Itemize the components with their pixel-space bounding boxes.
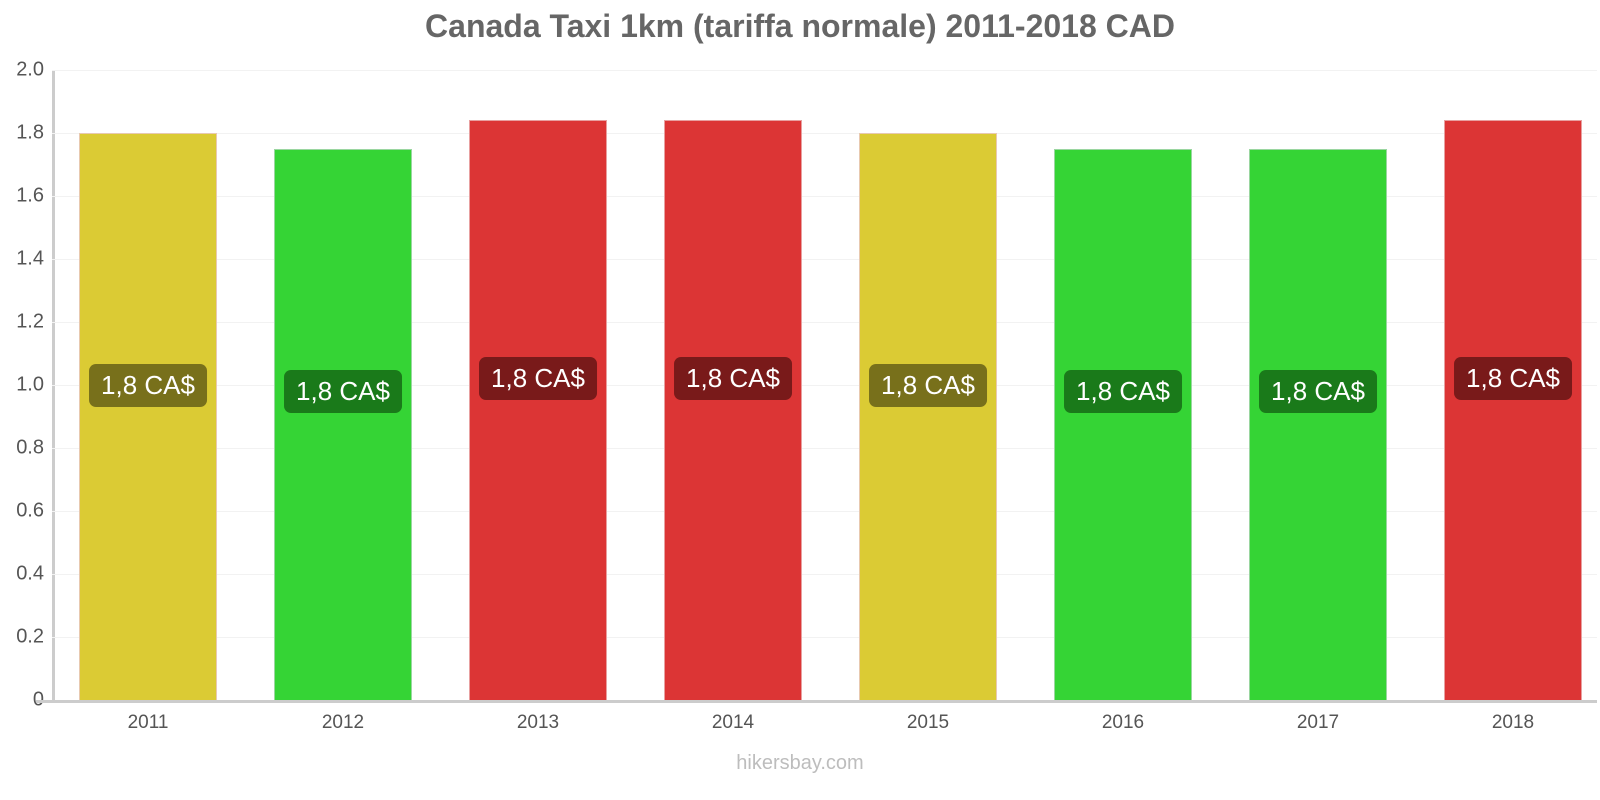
bar-value-label: 1,8 CA$ xyxy=(1259,370,1377,413)
bar-group[interactable]: 1,8 CA$ xyxy=(1444,70,1582,700)
bar-group[interactable]: 1,8 CA$ xyxy=(79,70,217,700)
bar[interactable] xyxy=(1249,148,1387,700)
bar-group[interactable]: 1,8 CA$ xyxy=(469,70,607,700)
gridline xyxy=(52,511,1597,512)
y-axis-tick-labels: 2.0 1.8 1.6 1.4 1.2 1.0 0.8 0.6 0.4 0.2 0 xyxy=(0,0,44,800)
gridline xyxy=(52,448,1597,449)
bar[interactable] xyxy=(859,133,997,700)
bar-group[interactable]: 1,8 CA$ xyxy=(1249,70,1387,700)
bar[interactable] xyxy=(274,148,412,700)
bar[interactable] xyxy=(79,133,217,700)
gridline xyxy=(52,322,1597,323)
x-axis-line xyxy=(36,700,1597,703)
y-axis-tick-label: 2.0 xyxy=(16,58,44,81)
bar-value-label: 1,8 CA$ xyxy=(479,357,597,400)
y-axis-tick-label: 1.6 xyxy=(16,184,44,207)
x-axis-tick-label: 2015 xyxy=(906,712,950,733)
y-axis-tick-label: 0 xyxy=(2,689,44,712)
bar[interactable] xyxy=(1444,120,1582,700)
x-axis-tick-label: 2013 xyxy=(516,712,560,733)
gridline xyxy=(52,70,1597,71)
x-axis-tick-label: 2018 xyxy=(1491,712,1535,733)
y-axis-tick-label: 0.2 xyxy=(16,625,44,648)
bar-group[interactable]: 1,8 CA$ xyxy=(1054,70,1192,700)
gridline xyxy=(52,385,1597,386)
y-axis-tick-label: 1.4 xyxy=(16,247,44,270)
bar-value-label: 1,8 CA$ xyxy=(869,364,987,407)
bar-group[interactable]: 1,8 CA$ xyxy=(859,70,997,700)
gridline xyxy=(52,637,1597,638)
y-axis-tick-label: 0.6 xyxy=(16,499,44,522)
x-axis-tick-label: 2017 xyxy=(1296,712,1340,733)
x-axis-tick-label: 2014 xyxy=(711,712,755,733)
chart-title: Canada Taxi 1km (tariffa normale) 2011-2… xyxy=(425,8,1175,44)
bar-value-label: 1,8 CA$ xyxy=(284,370,402,413)
x-axis-tick-label: 2011 xyxy=(127,712,169,733)
watermark-text: hikersbay.com xyxy=(736,752,864,774)
bar-value-label: 1,8 CA$ xyxy=(1454,357,1572,400)
x-axis-tick-label: 2016 xyxy=(1101,712,1145,733)
bar-group[interactable]: 1,8 CA$ xyxy=(664,70,802,700)
gridline xyxy=(52,133,1597,134)
bar[interactable] xyxy=(664,120,802,700)
x-axis-tick-label: 2012 xyxy=(321,712,365,733)
gridline xyxy=(52,259,1597,260)
y-axis-tick-label: 1.2 xyxy=(16,310,44,333)
y-axis-tick-label: 0.8 xyxy=(16,436,44,459)
y-axis-tick-label: 1.8 xyxy=(16,121,44,144)
bar[interactable] xyxy=(1054,148,1192,700)
y-axis-tick-label: 1.0 xyxy=(16,373,44,396)
y-axis-tick-label: 0.4 xyxy=(16,562,44,585)
bar-group[interactable]: 1,8 CA$ xyxy=(274,70,412,700)
bar-value-label: 1,8 CA$ xyxy=(1064,370,1182,413)
bar-value-label: 1,8 CA$ xyxy=(674,357,792,400)
gridline xyxy=(52,574,1597,575)
plot-area: 1,8 CA$ 1,8 CA$ 1,8 CA$ 1,8 CA$ 1,8 CA$ 1,8 C… xyxy=(52,70,1597,700)
bar-value-label: 1,8 CA$ xyxy=(89,364,207,407)
bar[interactable] xyxy=(469,120,607,700)
gridline xyxy=(52,196,1597,197)
